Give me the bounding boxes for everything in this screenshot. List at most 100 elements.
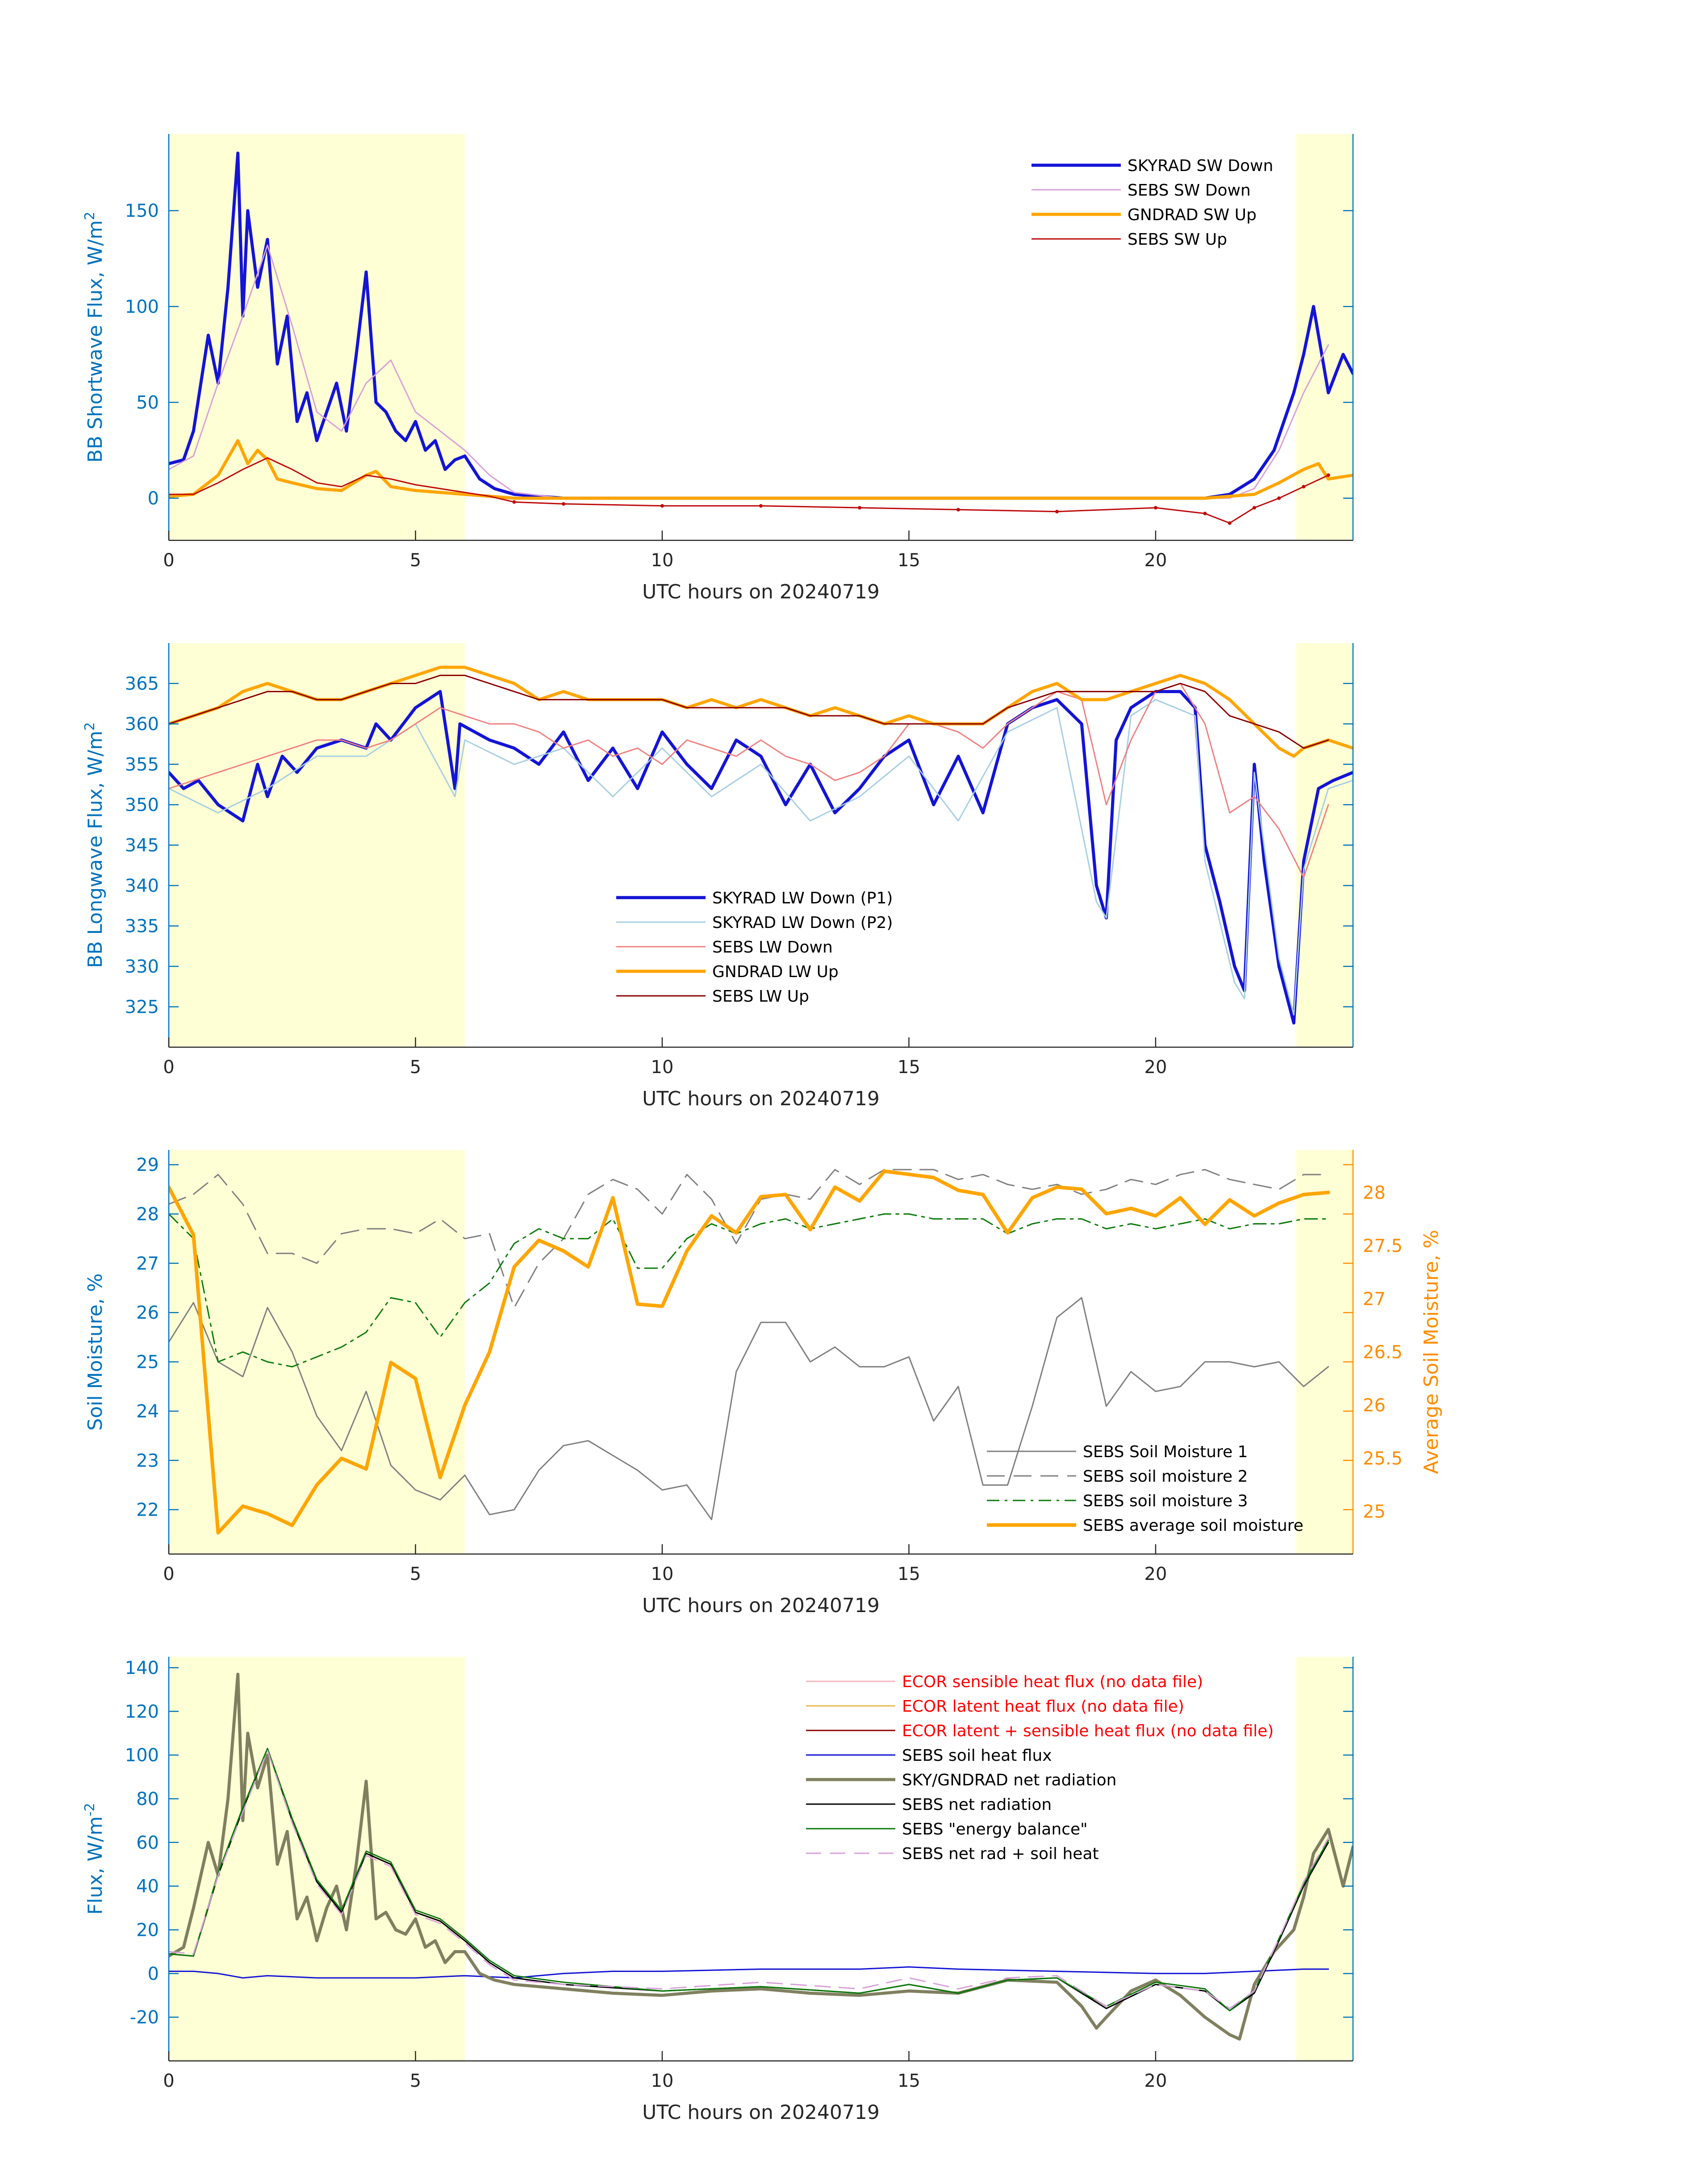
x-tick-label: 20 bbox=[1144, 1564, 1167, 1584]
y-tick-label: 100 bbox=[125, 1745, 159, 1766]
y-axis-label: Flux, W/m-2 bbox=[82, 1803, 107, 1915]
series-line-5 bbox=[169, 674, 1329, 749]
series-marker bbox=[512, 500, 516, 504]
y-tick-label: 345 bbox=[125, 836, 159, 856]
x-tick-label: 5 bbox=[410, 2071, 421, 2091]
series-marker bbox=[1326, 473, 1330, 477]
series-group bbox=[169, 1169, 1330, 1535]
series-marker bbox=[956, 508, 960, 512]
x-tick-label: 20 bbox=[1144, 1057, 1167, 1078]
legend-label: SEBS soil heat flux bbox=[902, 1747, 1052, 1765]
y-tick-label: 0 bbox=[148, 489, 159, 509]
x-tick-label: 5 bbox=[410, 1057, 421, 1078]
y-tick-label: -20 bbox=[130, 2007, 159, 2028]
y-tick-label: 27 bbox=[136, 1254, 159, 1274]
y-tick-label: 330 bbox=[125, 957, 159, 977]
chart-panel-1: 0 5 10 15 20 0 50 100 150 UTC hours on 20240719 BB… bbox=[82, 134, 1354, 603]
x-tick-label: 10 bbox=[651, 2071, 674, 2091]
series-group bbox=[169, 665, 1353, 1025]
legend-label: SEBS LW Up bbox=[712, 987, 809, 1006]
y-tick-label: 100 bbox=[125, 297, 159, 317]
x-axis-label: UTC hours on 20240719 bbox=[642, 2101, 880, 2124]
chart-panel-4: 0 5 10 15 20 -20 0 20 40 60 80 100 120 140 UTC hours o… bbox=[82, 1657, 1354, 2124]
y-tick-label: 340 bbox=[125, 876, 159, 896]
series-line-3 bbox=[169, 439, 1353, 500]
y-tick-label: 360 bbox=[125, 714, 159, 735]
y-tick-label: 22 bbox=[136, 1500, 159, 1521]
series-marker bbox=[1055, 510, 1059, 514]
y-axis-label: BB Shortwave Flux, W/m2 bbox=[82, 212, 107, 463]
x-tick-label: 10 bbox=[651, 1564, 674, 1584]
series-line-5 bbox=[169, 1672, 1353, 2041]
legend: SEBS Soil Moisture 1 SEBS soil moisture 2… bbox=[987, 1443, 1303, 1535]
series-line-4 bbox=[169, 1966, 1329, 1979]
y-tick-label-right: 28 bbox=[1363, 1183, 1386, 1203]
x-tick-label: 15 bbox=[898, 2071, 920, 2091]
series-marker bbox=[759, 504, 763, 508]
legend-label: SEBS net radiation bbox=[902, 1796, 1052, 1814]
series-line-3 bbox=[169, 1213, 1329, 1368]
series-group bbox=[169, 1672, 1353, 2041]
series-marker bbox=[562, 502, 565, 506]
legend: SKYRAD SW Down SEBS SW Down GNDRAD SW Up SE… bbox=[1031, 157, 1273, 249]
legend-label: ECOR latent heat flux (no data file) bbox=[902, 1697, 1184, 1716]
y-tick-label: 40 bbox=[136, 1876, 159, 1897]
night-shading-2 bbox=[1296, 1150, 1353, 1554]
y-tick-label: 150 bbox=[125, 201, 159, 221]
x-tick-label: 15 bbox=[898, 1564, 920, 1584]
series-line-7 bbox=[169, 1748, 1329, 2011]
legend-label: SEBS SW Down bbox=[1128, 181, 1251, 200]
x-tick-label: 15 bbox=[898, 550, 920, 571]
series-marker bbox=[1203, 511, 1207, 515]
y-tick-label-right: 25 bbox=[1363, 1502, 1386, 1522]
series-line-2 bbox=[169, 1169, 1329, 1308]
legend-label: SKYRAD SW Down bbox=[1128, 157, 1273, 175]
series-group bbox=[169, 151, 1353, 525]
x-tick-label: 0 bbox=[163, 1057, 174, 1078]
legend-label: SKYRAD LW Down (P1) bbox=[712, 889, 893, 907]
x-axis-label: UTC hours on 20240719 bbox=[642, 581, 880, 603]
y-axis-label: Soil Moisture, % bbox=[84, 1273, 107, 1430]
series-marker bbox=[1302, 485, 1306, 489]
night-shading-1 bbox=[169, 1657, 465, 2061]
legend-label: GNDRAD SW Up bbox=[1128, 206, 1257, 224]
y-tick-label: 60 bbox=[136, 1833, 159, 1853]
legend-label: SEBS net rad + soil heat bbox=[902, 1845, 1099, 1863]
y-tick-label: 350 bbox=[125, 795, 159, 815]
legend-label: GNDRAD LW Up bbox=[712, 963, 839, 981]
y-tick-label-right: 27 bbox=[1363, 1289, 1386, 1309]
y-tick-label-right: 26 bbox=[1363, 1396, 1386, 1416]
series-line-4 bbox=[169, 457, 1329, 524]
night-shading-1 bbox=[169, 643, 465, 1047]
x-tick-label: 15 bbox=[898, 1057, 920, 1078]
legend-label: ECOR latent + sensible heat flux (no dat… bbox=[902, 1722, 1274, 1740]
y-tick-label-right: 25.5 bbox=[1363, 1449, 1403, 1469]
y-tick-label: 20 bbox=[136, 1920, 159, 1940]
y-tick-label: 29 bbox=[136, 1155, 159, 1175]
x-axis-label: UTC hours on 20240719 bbox=[642, 1087, 880, 1110]
y-tick-label-right: 27.5 bbox=[1363, 1236, 1403, 1256]
y-tick-label: 365 bbox=[125, 674, 159, 694]
x-tick-label: 20 bbox=[1144, 2071, 1167, 2091]
legend-label: SEBS average soil moisture bbox=[1083, 1517, 1303, 1535]
series-marker bbox=[660, 504, 664, 508]
y-tick-label: 80 bbox=[136, 1789, 159, 1809]
y-tick-label-right: 26.5 bbox=[1363, 1342, 1403, 1363]
y-tick-label: 140 bbox=[125, 1658, 159, 1678]
legend-label: ECOR sensible heat flux (no data file) bbox=[902, 1673, 1203, 1691]
legend-label: SEBS SW Up bbox=[1128, 230, 1227, 249]
series-marker bbox=[1253, 506, 1256, 510]
y-tick-label: 50 bbox=[136, 393, 159, 413]
series-marker bbox=[858, 506, 861, 510]
x-axis-label: UTC hours on 20240719 bbox=[642, 1594, 880, 1617]
night-shading-2 bbox=[1296, 134, 1353, 540]
y-tick-label: 325 bbox=[125, 997, 159, 1018]
y-tick-label: 23 bbox=[136, 1450, 159, 1471]
y-tick-label: 120 bbox=[125, 1701, 159, 1722]
series-line-1 bbox=[169, 1297, 1329, 1521]
legend-label: SEBS soil moisture 3 bbox=[1083, 1492, 1248, 1510]
x-tick-label: 10 bbox=[651, 550, 674, 571]
y-tick-label: 335 bbox=[125, 916, 159, 937]
y-tick-label: 355 bbox=[125, 755, 159, 775]
